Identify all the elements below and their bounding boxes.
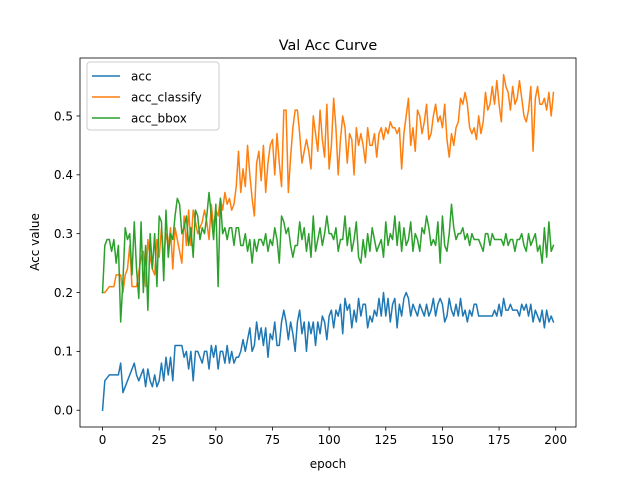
series-line-acc-bbox <box>101 191 555 323</box>
x-tick-label: 200 <box>544 433 567 447</box>
y-tick-label: 0.0 <box>54 404 73 418</box>
x-tick-label: 25 <box>152 433 167 447</box>
y-tick-label: 0.2 <box>54 286 73 300</box>
x-tick-label: 100 <box>318 433 341 447</box>
x-tick-label: 75 <box>265 433 280 447</box>
legend: acc acc_classify acc_bbox <box>86 61 220 131</box>
series-layer <box>101 74 555 412</box>
x-tick-label: 175 <box>488 433 511 447</box>
y-axis-label: Acc value <box>28 213 42 271</box>
legend-label-acc-classify: acc_classify <box>131 91 202 105</box>
y-tick-label: 0.3 <box>54 227 73 241</box>
y-tick-label: 0.1 <box>54 345 73 359</box>
legend-label-acc: acc <box>131 70 152 84</box>
chart-title: Val Acc Curve <box>279 38 378 54</box>
legend-frame <box>86 61 220 131</box>
series-line-acc <box>101 291 555 412</box>
legend-label-acc-bbox: acc_bbox <box>131 112 187 126</box>
plot-area-frame <box>79 57 577 428</box>
x-tick-label: 0 <box>99 433 107 447</box>
y-tick-label: 0.4 <box>54 168 73 182</box>
axes-layer: 0 25 50 75 100 125 150 175 200 0.0 0.1 0.2 0.3 0.4 0.5 <box>54 57 577 447</box>
x-tick-label: 50 <box>208 433 223 447</box>
x-axis-label: epoch <box>310 457 347 471</box>
x-tick-label: 150 <box>431 433 454 447</box>
x-tick-label: 125 <box>374 433 397 447</box>
y-tick-label: 0.5 <box>54 109 73 123</box>
